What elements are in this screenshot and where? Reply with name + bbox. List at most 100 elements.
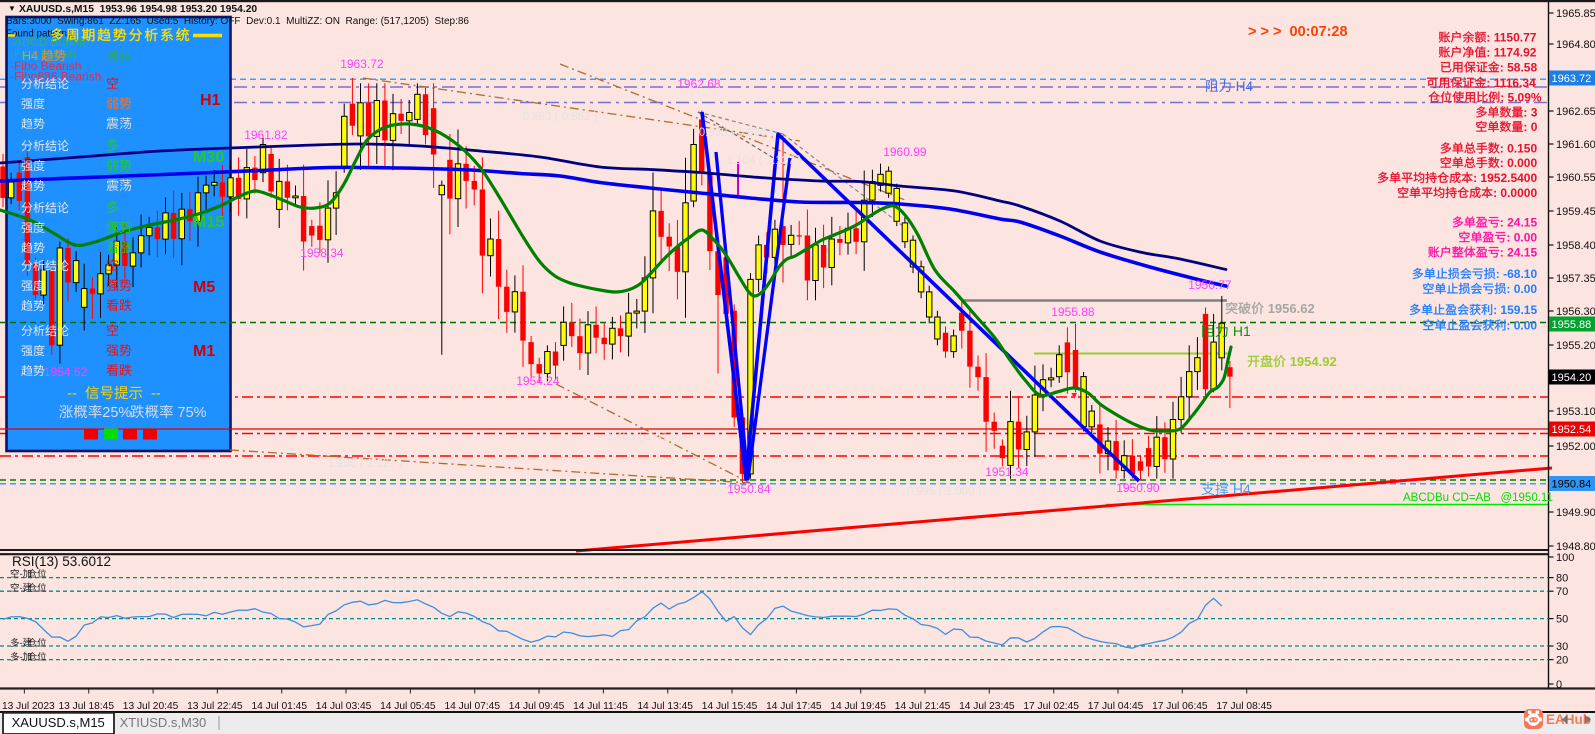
svg-text:1962.65: 1962.65 bbox=[1556, 106, 1595, 118]
svg-text:: 0.0000: : 0.0000 bbox=[1493, 186, 1537, 200]
svg-text:1961.60: 1961.60 bbox=[1556, 139, 1595, 151]
svg-text:25%: 25% bbox=[102, 405, 135, 421]
svg-text:30: 30 bbox=[1556, 641, 1568, 653]
svg-text:1956.77: 1956.77 bbox=[1188, 278, 1232, 292]
svg-text:1965.85: 1965.85 bbox=[1556, 8, 1595, 20]
svg-text:: 0.00: : 0.00 bbox=[1506, 319, 1537, 333]
svg-text:1954.24: 1954.24 bbox=[516, 374, 560, 388]
svg-text:14 Jul 11:45: 14 Jul 11:45 bbox=[573, 701, 628, 712]
svg-text:70: 70 bbox=[1556, 586, 1568, 598]
svg-text:13 Jul 20:45: 13 Jul 20:45 bbox=[123, 701, 179, 712]
svg-text:0.938 ( 0.936 ): 0.938 ( 0.936 ) bbox=[699, 127, 774, 139]
svg-text:1954.92: 1954.92 bbox=[1286, 354, 1337, 369]
svg-text:XTIUSD.s,M30: XTIUSD.s,M30 bbox=[120, 715, 207, 730]
svg-text:结论: 结论 bbox=[45, 77, 69, 91]
svg-text:> > > 00:07:28: > > > 00:07:28 bbox=[1248, 24, 1348, 40]
svg-text:结论: 结论 bbox=[45, 139, 69, 153]
svg-text:▼: ▼ bbox=[8, 4, 16, 13]
svg-text:: 1116.34: : 1116.34 bbox=[1486, 76, 1536, 90]
svg-text:1960.55: 1960.55 bbox=[1556, 172, 1595, 184]
svg-text:: 0: : 0 bbox=[1523, 120, 1537, 134]
svg-text:1963.72: 1963.72 bbox=[340, 57, 384, 71]
svg-text:H4: H4 bbox=[1232, 79, 1254, 94]
svg-text:: 24.15: : 24.15 bbox=[1500, 246, 1538, 260]
svg-text:M30: M30 bbox=[193, 149, 224, 166]
svg-text:Found patterns:: Found patterns: bbox=[6, 29, 75, 40]
svg-text:1950.84: 1950.84 bbox=[1552, 479, 1592, 491]
svg-text:H4: H4 bbox=[1229, 481, 1251, 497]
svg-text:: 0.00: : 0.00 bbox=[1506, 282, 1537, 296]
svg-text:-建: -建 bbox=[20, 582, 33, 594]
svg-text:1958.40: 1958.40 bbox=[1556, 240, 1595, 252]
svg-text:1950.90: 1950.90 bbox=[1116, 481, 1160, 495]
svg-text:0.863 ( 0.862 ): 0.863 ( 0.862 ) bbox=[523, 111, 598, 123]
svg-text:-Fibo Bearish: -Fibo Bearish bbox=[10, 59, 81, 73]
svg-text:14 Jul 09:45: 14 Jul 09:45 bbox=[509, 701, 565, 712]
svg-text:: 24.15: : 24.15 bbox=[1500, 216, 1538, 230]
svg-text:M1: M1 bbox=[193, 343, 215, 360]
svg-text:1954.20: 1954.20 bbox=[1552, 372, 1592, 384]
svg-text:: 159.15: : 159.15 bbox=[1493, 303, 1537, 317]
svg-text:ABCDBu CD=AB @1950.11: ABCDBu CD=AB @1950.11 bbox=[1403, 492, 1553, 504]
svg-text:1.136 ( 1.127 ): 1.136 ( 1.127 ) bbox=[328, 458, 403, 470]
svg-text:1955.20: 1955.20 bbox=[1556, 340, 1595, 352]
svg-text:14 Jul 13:45: 14 Jul 13:45 bbox=[637, 701, 693, 712]
svg-text:1960.99: 1960.99 bbox=[883, 145, 927, 159]
svg-text:0.995 ( 1.000 ): 0.995 ( 1.000 ) bbox=[907, 486, 982, 498]
svg-text:1952.54: 1952.54 bbox=[1552, 424, 1592, 436]
svg-text:M5: M5 bbox=[193, 279, 215, 296]
svg-text:-ABCD Bullish: -ABCD Bullish bbox=[10, 35, 86, 49]
svg-text:1962.68: 1962.68 bbox=[677, 77, 721, 91]
svg-text:H1: H1 bbox=[1229, 323, 1251, 339]
svg-text:14 Jul 07:45: 14 Jul 07:45 bbox=[445, 701, 501, 712]
svg-text:-加: -加 bbox=[20, 652, 33, 663]
svg-text:14 Jul 23:45: 14 Jul 23:45 bbox=[959, 701, 1015, 712]
svg-text:14 Jul 17:45: 14 Jul 17:45 bbox=[766, 701, 822, 712]
svg-text:50: 50 bbox=[1556, 614, 1568, 626]
svg-text:17 Jul 06:45: 17 Jul 06:45 bbox=[1152, 701, 1208, 712]
svg-text:75%: 75% bbox=[174, 405, 207, 421]
svg-text:: 0.00: : 0.00 bbox=[1506, 231, 1537, 245]
svg-text:1957.35: 1957.35 bbox=[1556, 273, 1595, 285]
svg-text:1961.82: 1961.82 bbox=[244, 128, 288, 142]
svg-text:结论: 结论 bbox=[45, 201, 69, 215]
svg-text:EAHub: EAHub bbox=[1546, 712, 1591, 727]
svg-text:13 Jul 22:45: 13 Jul 22:45 bbox=[187, 701, 243, 712]
svg-text:1950.84: 1950.84 bbox=[727, 482, 771, 496]
svg-text:: 1174.92: : 1174.92 bbox=[1486, 46, 1536, 60]
svg-text:13 Jul 2023: 13 Jul 2023 bbox=[2, 701, 55, 712]
svg-text:1954.62: 1954.62 bbox=[44, 365, 88, 379]
svg-text:1948.80: 1948.80 bbox=[1556, 541, 1595, 553]
svg-text:: 58.58: : 58.58 bbox=[1500, 61, 1538, 75]
svg-text:: 0.000: : 0.000 bbox=[1500, 156, 1538, 170]
svg-text:20: 20 bbox=[1556, 655, 1568, 667]
svg-text:80: 80 bbox=[1556, 573, 1568, 585]
svg-text:--: -- bbox=[143, 386, 161, 402]
svg-text:-Fibo886 Bearish: -Fibo886 Bearish bbox=[10, 70, 101, 84]
svg-text:17 Jul 02:45: 17 Jul 02:45 bbox=[1023, 701, 1079, 712]
svg-text:1956.62: 1956.62 bbox=[1264, 301, 1315, 316]
svg-text:M15: M15 bbox=[193, 214, 224, 231]
svg-text:H4: H4 bbox=[22, 49, 41, 63]
svg-text:1952.00: 1952.00 bbox=[1556, 441, 1595, 453]
svg-text:1.104 ( 1.127 ): 1.104 ( 1.127 ) bbox=[727, 155, 802, 167]
svg-text:100: 100 bbox=[1556, 552, 1574, 564]
svg-text:Bars:3000 Swing:861 ZZ:165: Bars:3000 Swing:861 ZZ:165 Used:5 Histor… bbox=[6, 16, 469, 27]
svg-text:: 0.150: : 0.150 bbox=[1500, 142, 1538, 156]
svg-text:1951.34: 1951.34 bbox=[985, 465, 1029, 479]
svg-text:1956.30: 1956.30 bbox=[1556, 306, 1595, 318]
svg-text:结论: 结论 bbox=[45, 259, 69, 273]
svg-text:17 Jul 04:45: 17 Jul 04:45 bbox=[1088, 701, 1144, 712]
svg-text:1955.88: 1955.88 bbox=[1051, 305, 1095, 319]
svg-text:1958.34: 1958.34 bbox=[300, 246, 344, 260]
svg-text:13 Jul 18:45: 13 Jul 18:45 bbox=[59, 701, 115, 712]
svg-text:: -68.10: : -68.10 bbox=[1496, 267, 1538, 281]
svg-text:结论: 结论 bbox=[45, 324, 69, 338]
svg-text:14 Jul 21:45: 14 Jul 21:45 bbox=[895, 701, 951, 712]
svg-text:14 Jul 05:45: 14 Jul 05:45 bbox=[380, 701, 436, 712]
svg-text:XAUUSD.s,M15 1953.96 1954.98: XAUUSD.s,M15 1953.96 1954.98 1953.20 195… bbox=[19, 4, 257, 15]
svg-text:0: 0 bbox=[1556, 679, 1562, 691]
svg-text:: 5.09%: : 5.09% bbox=[1500, 91, 1542, 105]
svg-text:14 Jul 03:45: 14 Jul 03:45 bbox=[316, 701, 372, 712]
svg-text:14 Jul 19:45: 14 Jul 19:45 bbox=[830, 701, 886, 712]
